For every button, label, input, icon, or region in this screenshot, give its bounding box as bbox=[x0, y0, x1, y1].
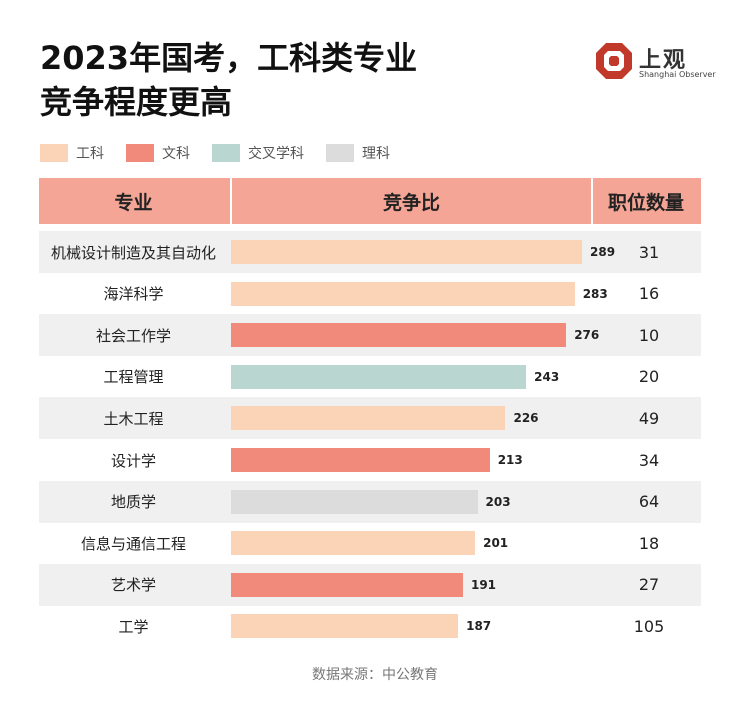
ratio-value-label: 213 bbox=[497, 453, 523, 467]
ratio-bar bbox=[231, 240, 582, 264]
major-name: 信息与通信工程 bbox=[80, 534, 186, 553]
ratio-value-label: 191 bbox=[470, 577, 497, 592]
data-source-note: 数据来源：中公教育 bbox=[312, 667, 438, 683]
ratio-value-label: 289 bbox=[590, 245, 616, 259]
major-name: 土木工程 bbox=[103, 409, 164, 428]
table-row: 机械设计制造及其自动化 289 31 bbox=[39, 231, 701, 273]
table-row: 地质学 203 64 bbox=[39, 480, 701, 523]
legend-item-science: 理科 bbox=[326, 142, 390, 164]
position-count: 20 bbox=[638, 367, 660, 387]
ratio-bar bbox=[231, 448, 490, 472]
major-name: 设计学 bbox=[110, 451, 156, 470]
legend-swatch-liberal-arts bbox=[126, 144, 154, 162]
position-count: 18 bbox=[638, 533, 660, 553]
logo-mark-icon bbox=[596, 43, 632, 79]
ratio-bar bbox=[231, 489, 478, 514]
ratio-value-label: 201 bbox=[483, 536, 509, 551]
major-name: 海洋科学 bbox=[103, 285, 164, 304]
table-header: 专业 竞争比 职位数量 bbox=[39, 178, 701, 224]
legend-item-liberal-arts: 文科 bbox=[126, 142, 190, 164]
table-row: 工学 187 105 bbox=[39, 605, 701, 647]
ratio-value-label: 226 bbox=[513, 411, 539, 426]
ratio-bar bbox=[231, 406, 506, 431]
major-name: 社会工作学 bbox=[95, 326, 171, 345]
position-count: 27 bbox=[638, 575, 660, 595]
chart-legend: 工科 文科 交叉学科 理科 bbox=[40, 142, 412, 164]
position-count: 34 bbox=[638, 450, 660, 470]
table-row: 海洋科学 283 16 bbox=[39, 273, 701, 315]
position-count: 49 bbox=[638, 408, 660, 428]
major-name: 工程管理 bbox=[103, 368, 164, 387]
major-name: 机械设计制造及其自动化 bbox=[50, 243, 216, 262]
shanghai-observer-logo: 上观 Shanghai Observer bbox=[595, 42, 716, 84]
position-count: 105 bbox=[633, 616, 665, 636]
ratio-bar bbox=[231, 323, 567, 348]
ratio-value-label: 283 bbox=[582, 286, 608, 301]
header-position-count: 职位数量 bbox=[607, 191, 684, 214]
ratio-bar bbox=[231, 572, 463, 597]
ratio-bar bbox=[231, 281, 575, 306]
ratio-value-label: 243 bbox=[534, 369, 560, 384]
ratio-value-label: 187 bbox=[466, 619, 492, 634]
legend-item-interdisciplinary: 交叉学科 bbox=[212, 142, 304, 164]
title-line-1: 2023年国考，工科类专业 bbox=[40, 39, 418, 77]
legend-swatch-science bbox=[326, 144, 354, 162]
position-count: 64 bbox=[638, 492, 660, 512]
table-row: 设计学 213 34 bbox=[39, 439, 701, 481]
legend-label-science: 理科 bbox=[362, 146, 390, 162]
ratio-bar bbox=[231, 614, 459, 639]
ratio-value-label: 203 bbox=[485, 494, 511, 509]
table-row: 工程管理 243 20 bbox=[39, 356, 701, 398]
table-row: 信息与通信工程 201 18 bbox=[39, 522, 701, 564]
position-count: 16 bbox=[638, 284, 660, 304]
legend-swatch-interdisciplinary bbox=[212, 144, 240, 162]
major-name: 艺术学 bbox=[110, 576, 156, 595]
logo-english-text: Shanghai Observer bbox=[639, 70, 716, 79]
legend-label-liberal-arts: 文科 bbox=[162, 146, 190, 162]
legend-item-engineering: 工科 bbox=[40, 142, 104, 164]
ratio-bar bbox=[231, 531, 476, 556]
chart-title: 2023年国考，工科类专业 竞争程度更高 bbox=[40, 36, 417, 124]
ratio-value-label: 276 bbox=[574, 328, 600, 343]
header-competition-ratio: 竞争比 bbox=[230, 178, 593, 224]
legend-swatch-engineering bbox=[40, 144, 68, 162]
title-line-2: 竞争程度更高 bbox=[40, 83, 233, 121]
ratio-bar bbox=[231, 364, 527, 389]
table-row: 社会工作学 276 10 bbox=[39, 314, 701, 357]
table-row: 艺术学 191 27 bbox=[39, 563, 701, 606]
major-name: 工学 bbox=[118, 617, 149, 636]
major-name: 地质学 bbox=[110, 493, 156, 512]
legend-label-engineering: 工科 bbox=[76, 146, 104, 162]
position-count: 10 bbox=[638, 325, 660, 345]
logo-chinese-text: 上观 bbox=[639, 47, 688, 73]
table-row: 土木工程 226 49 bbox=[39, 397, 701, 440]
header-major: 专业 bbox=[114, 191, 153, 214]
legend-label-interdisciplinary: 交叉学科 bbox=[248, 146, 304, 162]
position-count: 31 bbox=[638, 242, 660, 262]
